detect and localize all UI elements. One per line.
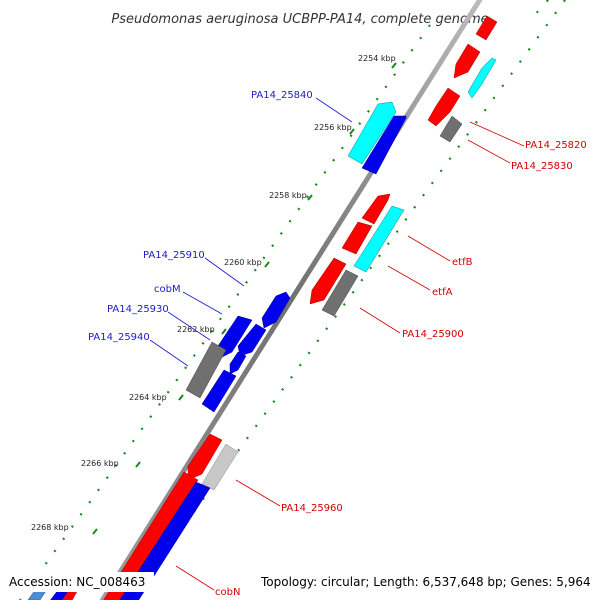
leader-pa14-25960 bbox=[235, 479, 281, 507]
tick-label-2262: 2262 kbp bbox=[177, 325, 215, 334]
label-pa14-25830[interactable]: PA14_25830 bbox=[511, 161, 573, 172]
leader-pa14-25820 bbox=[469, 121, 525, 147]
tick-mark-2262 bbox=[221, 328, 227, 335]
gene-red-etfa[interactable] bbox=[309, 257, 347, 305]
label-pa14-25960[interactable]: PA14_25960 bbox=[281, 503, 343, 514]
leader-pa14-25830 bbox=[467, 139, 511, 164]
gene-gray-pa14-25940[interactable] bbox=[185, 341, 227, 399]
label-cobm[interactable]: cobM bbox=[154, 284, 181, 295]
label-pa14-25910[interactable]: PA14_25910 bbox=[143, 250, 205, 261]
accession-backdrop bbox=[4, 572, 154, 592]
tick-label-2256: 2256 kbp bbox=[314, 123, 352, 132]
tick-label-2254: 2254 kbp bbox=[358, 54, 396, 63]
tick-mark-2258 bbox=[307, 194, 313, 201]
leader-pa14-25910 bbox=[204, 257, 245, 287]
tick-label-2260: 2260 kbp bbox=[224, 258, 262, 267]
gene-cyan-top[interactable] bbox=[467, 57, 497, 99]
label-pa14-25840[interactable]: PA14_25840 bbox=[251, 90, 313, 101]
genome-summary-text: Topology: circular; Length: 6,537,648 bp… bbox=[260, 575, 591, 589]
gene-cyan-etfb[interactable] bbox=[353, 205, 405, 273]
tick-label-2258: 2258 kbp bbox=[269, 191, 307, 200]
gene-blue-pa14-25940[interactable] bbox=[201, 369, 237, 413]
label-pa14-25930[interactable]: PA14_25930 bbox=[107, 304, 169, 315]
summary-backdrop bbox=[256, 572, 596, 592]
gene-labels: PA14_25840 PA14_25910 cobM PA14_25930 PA… bbox=[88, 90, 587, 598]
gene-red-top-2[interactable] bbox=[453, 43, 481, 79]
gene-red-etfb-2[interactable] bbox=[341, 221, 373, 255]
tick-label-2266: 2266 kbp bbox=[81, 459, 119, 468]
leader-pa14-25840 bbox=[315, 97, 353, 123]
leader-pa14-25940 bbox=[149, 339, 189, 367]
gene-gray-pa14-25900[interactable] bbox=[321, 269, 359, 317]
gene-blue-pa14-25840[interactable] bbox=[361, 115, 407, 175]
label-pa14-25900[interactable]: PA14_25900 bbox=[402, 329, 464, 340]
leader-etfb bbox=[407, 235, 451, 262]
gene-red-top-1[interactable] bbox=[475, 15, 498, 41]
gene-gray-top[interactable] bbox=[439, 115, 463, 143]
tick-mark-2254 bbox=[391, 62, 397, 69]
gene-cyan-pa14-25840[interactable] bbox=[347, 101, 397, 165]
tick-mark-2268 bbox=[92, 528, 98, 535]
tick-mark-2264 bbox=[178, 394, 184, 401]
accession-text: Accession: NC_008463 bbox=[9, 575, 145, 589]
leader-cobm bbox=[182, 291, 223, 315]
label-leaders bbox=[149, 97, 525, 591]
tick-label-2264: 2264 kbp bbox=[129, 393, 167, 402]
tick-dots-outer-left bbox=[19, 24, 431, 600]
tick-dots-top-right bbox=[531, 0, 549, 19]
tick-mark-2266 bbox=[135, 461, 141, 468]
gene-blue-pa14-25930-a[interactable] bbox=[237, 323, 267, 357]
label-pa14-25820[interactable]: PA14_25820 bbox=[525, 140, 587, 151]
label-etfa[interactable]: etfA bbox=[432, 287, 453, 298]
leader-cobn bbox=[175, 565, 215, 591]
gene-lightgray-pa14-25960[interactable] bbox=[201, 443, 239, 491]
kbp-ticks: 2254 kbp 2256 kbp 2258 kbp 2260 kbp 2262… bbox=[31, 54, 397, 535]
tick-mark-2256 bbox=[349, 128, 355, 135]
gene-red-top-3[interactable] bbox=[427, 87, 461, 127]
gene-blue-pa14-25930-b[interactable] bbox=[229, 351, 247, 375]
label-pa14-25940[interactable]: PA14_25940 bbox=[88, 332, 150, 343]
tick-label-2268: 2268 kbp bbox=[31, 523, 69, 532]
label-cobn[interactable]: cobN bbox=[215, 587, 240, 598]
gene-red-etfb-1[interactable] bbox=[361, 193, 391, 225]
gene-blue-pa14-25910[interactable] bbox=[261, 291, 291, 329]
leader-etfa bbox=[387, 265, 431, 291]
leader-pa14-25900 bbox=[359, 307, 401, 334]
genome-backbone bbox=[99, 0, 483, 600]
tick-mark-2260 bbox=[264, 261, 270, 268]
map-title: Pseudomonas aeruginosa UCBPP-PA14, compl… bbox=[111, 12, 488, 27]
leader-pa14-25930 bbox=[167, 311, 211, 341]
gene-features bbox=[27, 15, 498, 600]
gene-red-pa14-25960[interactable] bbox=[187, 433, 223, 481]
label-etfb[interactable]: etfB bbox=[452, 257, 473, 268]
